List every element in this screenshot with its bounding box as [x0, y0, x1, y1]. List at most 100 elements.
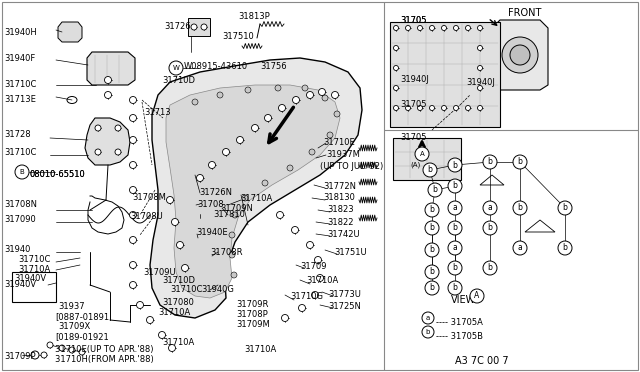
- Circle shape: [115, 149, 121, 155]
- Text: 31709R: 31709R: [236, 300, 268, 309]
- Text: W: W: [173, 65, 179, 71]
- Text: 31940: 31940: [4, 245, 30, 254]
- Text: b: b: [433, 186, 437, 195]
- Text: 31708U: 31708U: [130, 212, 163, 221]
- Text: 31710E(UP TO APR.'88): 31710E(UP TO APR.'88): [55, 345, 154, 354]
- Circle shape: [394, 65, 399, 71]
- Circle shape: [307, 241, 314, 248]
- Circle shape: [425, 243, 439, 257]
- Text: 31709X: 31709X: [58, 322, 90, 331]
- Circle shape: [229, 232, 235, 238]
- Circle shape: [465, 106, 470, 110]
- Circle shape: [287, 165, 293, 171]
- Circle shape: [477, 26, 483, 31]
- Circle shape: [95, 125, 101, 131]
- Polygon shape: [480, 175, 504, 185]
- Circle shape: [147, 317, 154, 324]
- Circle shape: [59, 345, 65, 351]
- Circle shape: [166, 196, 173, 203]
- Text: b: b: [429, 246, 435, 254]
- Circle shape: [425, 281, 439, 295]
- Text: b: b: [452, 182, 458, 190]
- Text: b: b: [488, 263, 492, 273]
- Text: 31705: 31705: [400, 16, 426, 25]
- Circle shape: [129, 186, 136, 193]
- Circle shape: [423, 163, 437, 177]
- Text: 317810: 317810: [213, 210, 245, 219]
- Circle shape: [245, 87, 251, 93]
- Text: 31726: 31726: [164, 22, 191, 31]
- Circle shape: [95, 149, 101, 155]
- Circle shape: [223, 148, 230, 155]
- Text: 31937: 31937: [58, 302, 84, 311]
- Text: FRONT: FRONT: [508, 8, 541, 18]
- Circle shape: [182, 264, 189, 272]
- Text: a: a: [518, 244, 522, 253]
- Text: 31940G: 31940G: [201, 285, 234, 294]
- Text: 31709U: 31709U: [143, 268, 175, 277]
- Text: [0887-01891: [0887-01891: [55, 312, 109, 321]
- Text: 31940J: 31940J: [400, 75, 429, 84]
- Text: 31728: 31728: [4, 130, 31, 139]
- Text: W08915-43610: W08915-43610: [184, 62, 248, 71]
- Circle shape: [428, 183, 442, 197]
- Circle shape: [229, 252, 235, 258]
- Circle shape: [41, 352, 47, 358]
- Circle shape: [448, 158, 462, 172]
- Circle shape: [406, 26, 410, 31]
- Text: 31710A: 31710A: [306, 276, 339, 285]
- Text: a: a: [452, 244, 458, 253]
- Text: b: b: [429, 224, 435, 232]
- Text: 31710D: 31710D: [162, 76, 195, 85]
- Text: 31725N: 31725N: [328, 302, 361, 311]
- Circle shape: [292, 96, 300, 103]
- Circle shape: [394, 45, 399, 51]
- Circle shape: [177, 241, 184, 248]
- Circle shape: [558, 241, 572, 255]
- Circle shape: [31, 351, 39, 359]
- Text: 31710C: 31710C: [4, 80, 36, 89]
- Bar: [393, 138, 461, 180]
- Text: 31708P: 31708P: [236, 310, 268, 319]
- Text: 31713: 31713: [144, 108, 171, 117]
- Text: 31708R: 31708R: [210, 248, 243, 257]
- Text: 31710G: 31710G: [290, 292, 323, 301]
- Text: b: b: [452, 283, 458, 292]
- Text: 31708: 31708: [197, 200, 223, 209]
- Text: 31708N: 31708N: [4, 200, 37, 209]
- Circle shape: [129, 115, 136, 122]
- Circle shape: [477, 45, 483, 51]
- Polygon shape: [87, 52, 135, 85]
- Circle shape: [47, 342, 53, 348]
- Circle shape: [317, 275, 323, 282]
- Circle shape: [302, 85, 308, 91]
- Polygon shape: [166, 85, 340, 298]
- Circle shape: [231, 272, 237, 278]
- Circle shape: [275, 85, 281, 91]
- Text: b: b: [452, 263, 458, 273]
- Text: a: a: [426, 315, 430, 321]
- Circle shape: [15, 165, 29, 179]
- Text: 31708M: 31708M: [132, 193, 166, 202]
- Circle shape: [104, 92, 111, 99]
- Text: 31705: 31705: [400, 16, 426, 25]
- Circle shape: [477, 65, 483, 71]
- Text: 31773U: 31773U: [328, 290, 361, 299]
- Text: A3 7C 00 7: A3 7C 00 7: [455, 356, 509, 366]
- Text: b: b: [428, 166, 433, 174]
- Circle shape: [262, 180, 268, 186]
- Text: 31710A: 31710A: [240, 194, 272, 203]
- Text: b: b: [429, 205, 435, 215]
- Circle shape: [448, 201, 462, 215]
- Text: 31813P: 31813P: [238, 12, 269, 21]
- Circle shape: [282, 314, 289, 321]
- Ellipse shape: [67, 96, 77, 103]
- Text: 31710C: 31710C: [170, 285, 202, 294]
- Circle shape: [291, 227, 298, 234]
- Text: b: b: [518, 203, 522, 212]
- Text: b: b: [452, 160, 458, 170]
- Circle shape: [477, 86, 483, 90]
- Text: 31709N: 31709N: [220, 204, 253, 213]
- Text: a: a: [488, 203, 492, 212]
- Text: 31726N: 31726N: [199, 188, 232, 197]
